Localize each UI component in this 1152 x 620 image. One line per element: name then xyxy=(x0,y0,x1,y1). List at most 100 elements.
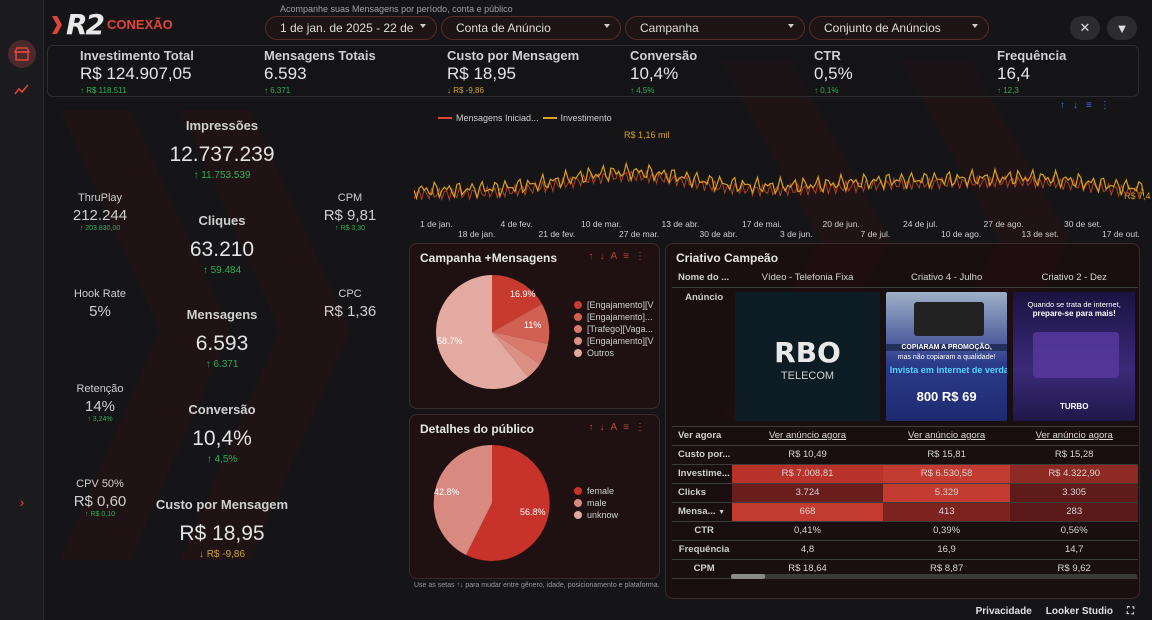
legend-label: Mensagens Iniciad... xyxy=(456,113,539,123)
panel-title: Detalhes do público xyxy=(420,422,535,436)
table-cell: 14,7 xyxy=(1010,540,1138,560)
metric-value: R$ 1,36 xyxy=(323,303,377,320)
legend-item[interactable]: female xyxy=(574,485,618,497)
view-ad-link[interactable]: Ver anúncio agora xyxy=(908,430,986,441)
column-header[interactable]: Nome do ... xyxy=(672,268,733,288)
more-icon[interactable]: ⋮ xyxy=(1099,100,1118,111)
chevron-down-icon xyxy=(972,24,978,28)
more-icon[interactable]: ⋮ xyxy=(635,251,651,262)
creative-image[interactable]: COPIARAM A PROMOÇÃO, mas não copiaram a … xyxy=(885,292,1008,421)
audience-pie-panel: Detalhes do público ↑↓A≡⋮ 42.8% 56.8% fe… xyxy=(409,414,660,579)
axis-tick-label: 10 de mar. xyxy=(581,219,622,229)
creative-image[interactable]: Quando se trata de internet, prepare-se … xyxy=(1013,292,1135,421)
table-cell: 0,56% xyxy=(1010,521,1138,541)
legend-label: unknow xyxy=(587,510,619,520)
filter-icon[interactable]: ≡ xyxy=(623,251,635,262)
adset-filter[interactable]: Conjunto de Anúncios xyxy=(809,16,989,40)
axis-tick-label: 21 de fev. xyxy=(538,229,576,239)
pie-slice[interactable] xyxy=(492,304,550,344)
legend-label: [Engajamento]... xyxy=(587,312,653,322)
kpi-title: Investimento Total xyxy=(80,48,194,63)
creative-image[interactable]: RBO TELECOM xyxy=(735,292,880,421)
legend-item[interactable]: [Trafego][Vaga... xyxy=(574,323,654,335)
clear-filters-button[interactable]: ✕ xyxy=(1070,16,1100,40)
table-cell: 3.305 xyxy=(1010,483,1138,503)
footnote: Use as setas ↑↓ para mudar entre gênero,… xyxy=(414,582,660,589)
chevron-logo-icon xyxy=(52,15,62,34)
row-label: Clicks xyxy=(672,483,733,503)
sort-up-icon[interactable]: ↑ xyxy=(588,422,600,433)
privacy-link[interactable]: Privacidade xyxy=(975,606,1032,617)
axis-tick-label: 24 de jul. xyxy=(903,219,938,229)
table-row: Anúncio RBO TELECOM COPIARAM A PROMOÇÃO,… xyxy=(672,287,1138,427)
kpi-mensagens: Mensagens Totais 6.593 ↑ 6.371 xyxy=(264,46,376,95)
scrollbar-thumb[interactable] xyxy=(731,574,765,579)
metric-delta: ↑ R$ 3,30 xyxy=(335,225,365,232)
fullscreen-icon[interactable]: ⛶ xyxy=(1127,606,1134,617)
axis-tick-label: 20 de jun. xyxy=(822,219,860,229)
filter-icon[interactable]: ≡ xyxy=(1086,100,1100,111)
table-row: Ver agora Ver anúncio agora Ver anúncio … xyxy=(672,426,1138,446)
table-cell: 668 xyxy=(732,502,883,522)
pie-slice[interactable] xyxy=(466,445,550,561)
sort-az-icon[interactable]: A xyxy=(610,422,624,433)
legend-item[interactable]: unknow xyxy=(574,509,618,521)
looker-studio-link[interactable]: Looker Studio xyxy=(1045,606,1113,617)
column-header[interactable]: Vídeo - Telefonia Fixa xyxy=(732,268,883,288)
sort-down-icon[interactable]: ↓ xyxy=(599,251,611,262)
more-icon[interactable]: ⋮ xyxy=(635,422,651,433)
table-cell: R$ 7.008,81 xyxy=(732,464,883,484)
date-range-filter[interactable]: 1 de jan. de 2025 - 22 de xyxy=(265,16,437,40)
legend-item[interactable]: [Engajamento][V xyxy=(574,299,654,311)
legend-item[interactable]: male xyxy=(574,497,618,509)
pie-slice[interactable] xyxy=(492,274,542,332)
axis-tick-label: 30 de set. xyxy=(1064,219,1102,229)
pie-slice[interactable] xyxy=(492,332,540,377)
kpi-value: 0,5% xyxy=(814,64,853,83)
chevron-down-icon xyxy=(788,24,794,28)
sort-up-icon[interactable]: ↑ xyxy=(1060,100,1073,111)
view-ad-link[interactable]: Ver anúncio agora xyxy=(1035,430,1113,441)
account-filter[interactable]: Conta de Anúncio xyxy=(441,16,621,40)
row-label-sortable[interactable]: Mensa... ▼ xyxy=(672,502,733,522)
expand-sidebar-icon[interactable]: › xyxy=(19,494,25,510)
sort-down-icon[interactable]: ↓ xyxy=(599,422,611,433)
sort-az-icon[interactable]: A xyxy=(610,251,624,262)
row-label: Anúncio xyxy=(672,287,733,427)
slice-label: 11% xyxy=(524,320,541,330)
sort-down-icon[interactable]: ↓ xyxy=(1073,100,1086,111)
filter-icon[interactable]: ≡ xyxy=(623,422,635,433)
trend-icon[interactable] xyxy=(8,76,36,104)
panel-tools: ↑↓A≡⋮ xyxy=(588,422,651,433)
legend-item[interactable]: [Engajamento]... xyxy=(574,311,654,323)
metric-title: Mensagens xyxy=(186,307,258,322)
store-icon[interactable] xyxy=(8,40,36,68)
pie-slice[interactable] xyxy=(436,275,528,389)
metric-title: Cliques xyxy=(198,213,246,228)
view-ad-link[interactable]: Ver anúncio agora xyxy=(768,430,847,441)
column-header[interactable]: Criativo 4 - Julho xyxy=(882,268,1011,288)
kpi-value: R$ 18,95 xyxy=(447,64,516,83)
pie-slice[interactable] xyxy=(492,332,548,364)
row-label: Ver agora xyxy=(672,426,733,446)
table-scrollbar[interactable] xyxy=(731,574,1137,579)
pie-slice[interactable] xyxy=(433,444,492,555)
kpi-conversao: Conversão 10,4% ↑ 4,5% xyxy=(630,46,697,95)
sort-up-icon[interactable]: ↑ xyxy=(588,251,600,262)
peak-label: R$ 1,16 mil xyxy=(624,130,670,140)
table-cell: R$ 15,28 xyxy=(1010,445,1138,465)
table-row: Clicks 3.724 5.329 3.305 xyxy=(672,483,1138,503)
creative-image-text: mas não copiaram a qualidade! xyxy=(897,354,996,361)
kpi-delta: ↑ 0,1% xyxy=(814,86,839,95)
logo-subtitle: CONEXÃO xyxy=(107,17,173,32)
column-header[interactable]: Criativo 2 - Dez xyxy=(1010,268,1138,288)
bottom-bar: Privacidade Looker Studio ⛶ xyxy=(976,606,1134,617)
kpi-custo-mensagem: Custo por Mensagem R$ 18,95 ↓ R$ -9,86 xyxy=(447,46,579,95)
campaign-filter[interactable]: Campanha xyxy=(625,16,805,40)
metric-cpv: CPV 50% R$ 0,60 ↑ R$ 0,10 xyxy=(60,478,140,518)
legend-item[interactable]: Outros xyxy=(574,347,654,359)
filter-menu-button[interactable]: ▼ xyxy=(1107,16,1137,40)
metric-delta: ↑ 11.753.539 xyxy=(193,170,251,181)
axis-tick-label: 17 de mai. xyxy=(742,219,782,229)
legend-item[interactable]: [Engajamento][V xyxy=(574,335,654,347)
